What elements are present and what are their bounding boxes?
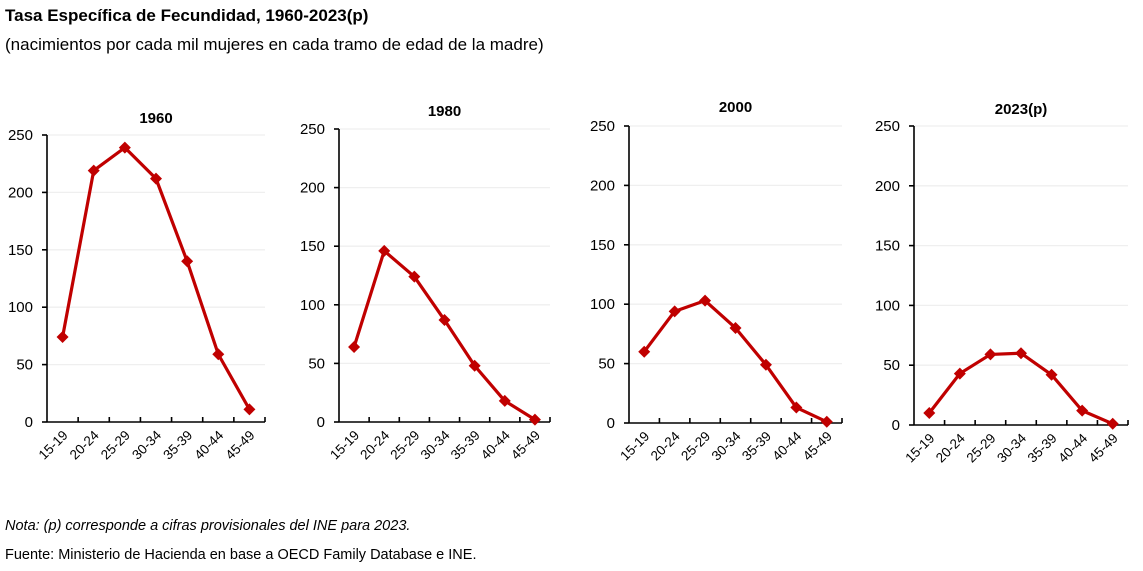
y-tick-label: 50 xyxy=(308,355,325,372)
x-tick-label: 15-19 xyxy=(902,431,937,466)
data-point-35-39 xyxy=(468,359,481,372)
x-tick-label: 25-29 xyxy=(678,429,713,464)
x-tick-label: 15-19 xyxy=(327,428,362,463)
y-tick-label: 50 xyxy=(883,357,900,374)
y-tick-label: 150 xyxy=(875,238,900,255)
x-tick-label: 20-24 xyxy=(357,427,392,462)
x-tick-label: 45-49 xyxy=(800,429,835,464)
x-tick-label: 25-29 xyxy=(964,431,999,466)
x-tick-label: 15-19 xyxy=(36,428,71,463)
data-point-40-44 xyxy=(498,394,511,407)
data-point-40-44 xyxy=(212,348,225,361)
x-tick-label: 30-34 xyxy=(129,427,164,462)
y-tick-label: 150 xyxy=(590,237,615,254)
x-tick-label: 40-44 xyxy=(191,427,226,462)
data-point-35-39 xyxy=(759,358,772,371)
x-tick-label: 35-39 xyxy=(1025,431,1060,466)
data-point-20-24 xyxy=(668,305,681,318)
chart-2000: 2000 0 50 100 150 200 250 15-1920-2425-2930-343… xyxy=(590,99,843,464)
y-tick-label: 100 xyxy=(875,297,900,314)
x-tick-label: 45-49 xyxy=(223,428,258,463)
x-tick-label: 40-44 xyxy=(478,427,513,462)
data-point-15-19 xyxy=(638,345,651,358)
y-tick-label: 0 xyxy=(892,417,900,434)
y-tick-label: 100 xyxy=(590,296,615,313)
y-tick-label: 100 xyxy=(8,299,33,316)
data-point-35-39 xyxy=(1045,368,1058,381)
x-tick-label: 25-29 xyxy=(98,428,133,463)
y-tick-label: 0 xyxy=(25,414,33,431)
data-point-35-39 xyxy=(181,255,194,268)
chart-title: 2023(p) xyxy=(995,101,1048,118)
data-point-45-49 xyxy=(528,413,541,426)
x-tick-label: 35-39 xyxy=(448,428,483,463)
data-point-15-19 xyxy=(348,340,361,353)
series-line xyxy=(352,249,536,422)
data-point-30-34 xyxy=(1015,347,1027,360)
figure-title: Tasa Específica de Fecundidad, 1960-2023… xyxy=(5,6,369,25)
source-note: Fuente: Ministerio de Hacienda en base a… xyxy=(5,547,477,563)
x-tick-label: 30-34 xyxy=(418,427,453,462)
y-tick-label: 50 xyxy=(16,357,33,374)
x-tick-label: 35-39 xyxy=(739,429,774,464)
x-tick-label: 40-44 xyxy=(769,428,804,463)
series-line xyxy=(642,299,828,424)
chart-1980: 1980 0 50 100 150 200 250 15-1920-2425-2930-343… xyxy=(300,103,551,463)
data-point-30-34 xyxy=(150,172,162,185)
y-tick-label: 0 xyxy=(317,414,325,431)
y-tick-label: 250 xyxy=(8,127,33,144)
x-tick-label: 45-49 xyxy=(1086,431,1121,466)
x-tick-label: 35-39 xyxy=(160,428,195,463)
data-point-25-29 xyxy=(699,294,712,307)
data-point-45-49 xyxy=(243,403,256,416)
data-point-25-29 xyxy=(408,270,421,283)
data-point-15-19 xyxy=(923,407,936,420)
series-line xyxy=(60,146,251,411)
data-point-20-24 xyxy=(953,367,966,380)
y-tick-label: 0 xyxy=(607,415,615,432)
chart-title: 1960 xyxy=(139,110,172,127)
data-point-15-19 xyxy=(56,331,69,344)
y-tick-label: 50 xyxy=(598,356,615,373)
data-point-20-24 xyxy=(378,244,391,257)
y-tick-label: 250 xyxy=(875,118,900,135)
y-tick-label: 150 xyxy=(300,238,325,255)
x-tick-label: 40-44 xyxy=(1055,430,1090,465)
x-tick-label: 30-34 xyxy=(994,430,1029,465)
x-tick-label: 20-24 xyxy=(67,427,102,462)
chart-1960: 1960 0 50 100 150 200 250 15-1920-2425-2930-343… xyxy=(8,110,266,463)
data-point-25-29 xyxy=(118,141,131,154)
y-tick-label: 100 xyxy=(300,297,325,314)
y-tick-label: 150 xyxy=(8,242,33,259)
data-point-45-49 xyxy=(1106,417,1119,430)
figure-subtitle: (nacimientos por cada mil mujeres en cad… xyxy=(5,35,544,54)
y-tick-label: 250 xyxy=(300,121,325,138)
x-tick-label: 30-34 xyxy=(709,428,744,463)
footnote: Nota: (p) corresponde a cifras provision… xyxy=(5,518,411,534)
y-tick-label: 200 xyxy=(300,180,325,197)
chart-title: 1980 xyxy=(428,103,461,120)
chart-title: 2000 xyxy=(719,99,752,116)
data-point-45-49 xyxy=(820,415,833,428)
data-point-40-44 xyxy=(1076,404,1089,417)
y-tick-label: 250 xyxy=(590,118,615,135)
chart-2023p: 2023(p) 0 50 100 150 200 250 15-1920-2425-2930-… xyxy=(875,101,1129,466)
x-tick-label: 15-19 xyxy=(617,429,652,464)
x-tick-label: 45-49 xyxy=(508,428,543,463)
data-point-30-34 xyxy=(438,314,451,327)
y-tick-label: 200 xyxy=(8,184,33,201)
data-point-30-34 xyxy=(729,321,742,334)
x-tick-label: 25-29 xyxy=(387,428,422,463)
x-tick-label: 20-24 xyxy=(648,428,683,463)
data-point-25-29 xyxy=(984,348,997,361)
x-tick-label: 20-24 xyxy=(933,430,968,465)
y-tick-label: 200 xyxy=(590,177,615,194)
data-point-20-24 xyxy=(87,164,100,177)
y-tick-label: 200 xyxy=(875,178,900,195)
data-point-40-44 xyxy=(790,401,803,414)
